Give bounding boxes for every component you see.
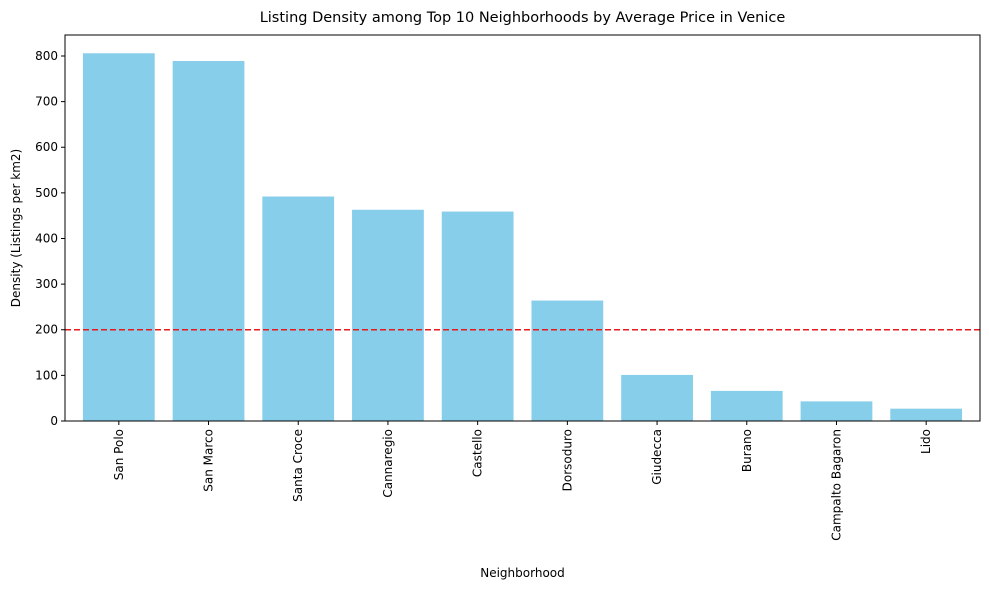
y-axis: 0 100 200 300 400 500 600 700 800 [35,49,65,428]
y-tick-label: 400 [35,231,58,245]
x-tick-label: Campalto Bagaron [829,429,843,541]
x-tick-label: Giudecca [650,429,664,485]
y-tick-label: 300 [35,277,58,291]
bar-santa-croce [262,196,335,421]
x-tick-label: Dorsoduro [560,429,574,491]
bar-giudecca [621,374,693,421]
bar-campalto-bagaron [800,401,873,421]
bar-san-marco [172,61,245,421]
y-tick-label: 100 [35,368,58,382]
chart-title: Listing Density among Top 10 Neighborhoo… [260,10,786,26]
x-tick-label: San Polo [112,429,126,480]
x-tick-label: San Marco [202,429,216,492]
x-axis: San Polo San Marco Santa Croce Cannaregio Ca… [112,421,933,541]
x-tick-label: Castello [471,429,485,477]
bar-dorsoduro [531,300,604,421]
bar-lido [890,408,963,421]
plot-frame [64,34,981,422]
y-tick-label: 600 [35,140,58,154]
bar-burano [710,390,783,421]
y-tick-label: 200 [35,323,58,337]
x-tick-label: Lido [919,429,933,454]
bar-cannaregio [352,209,424,421]
bars-group [82,53,963,421]
bar-castello [441,211,514,421]
x-tick-label: Cannaregio [381,429,395,498]
y-tick-label: 0 [50,414,58,428]
y-tick-label: 800 [35,49,58,63]
x-tick-label: Santa Croce [291,429,305,502]
x-axis-label: Neighborhood [480,566,565,580]
x-tick-label: Burano [740,429,754,472]
y-tick-label: 700 [35,95,58,109]
y-tick-label: 500 [35,186,58,200]
bar-san-polo [82,53,155,421]
y-axis-label: Density (Listings per km2) [9,149,23,307]
